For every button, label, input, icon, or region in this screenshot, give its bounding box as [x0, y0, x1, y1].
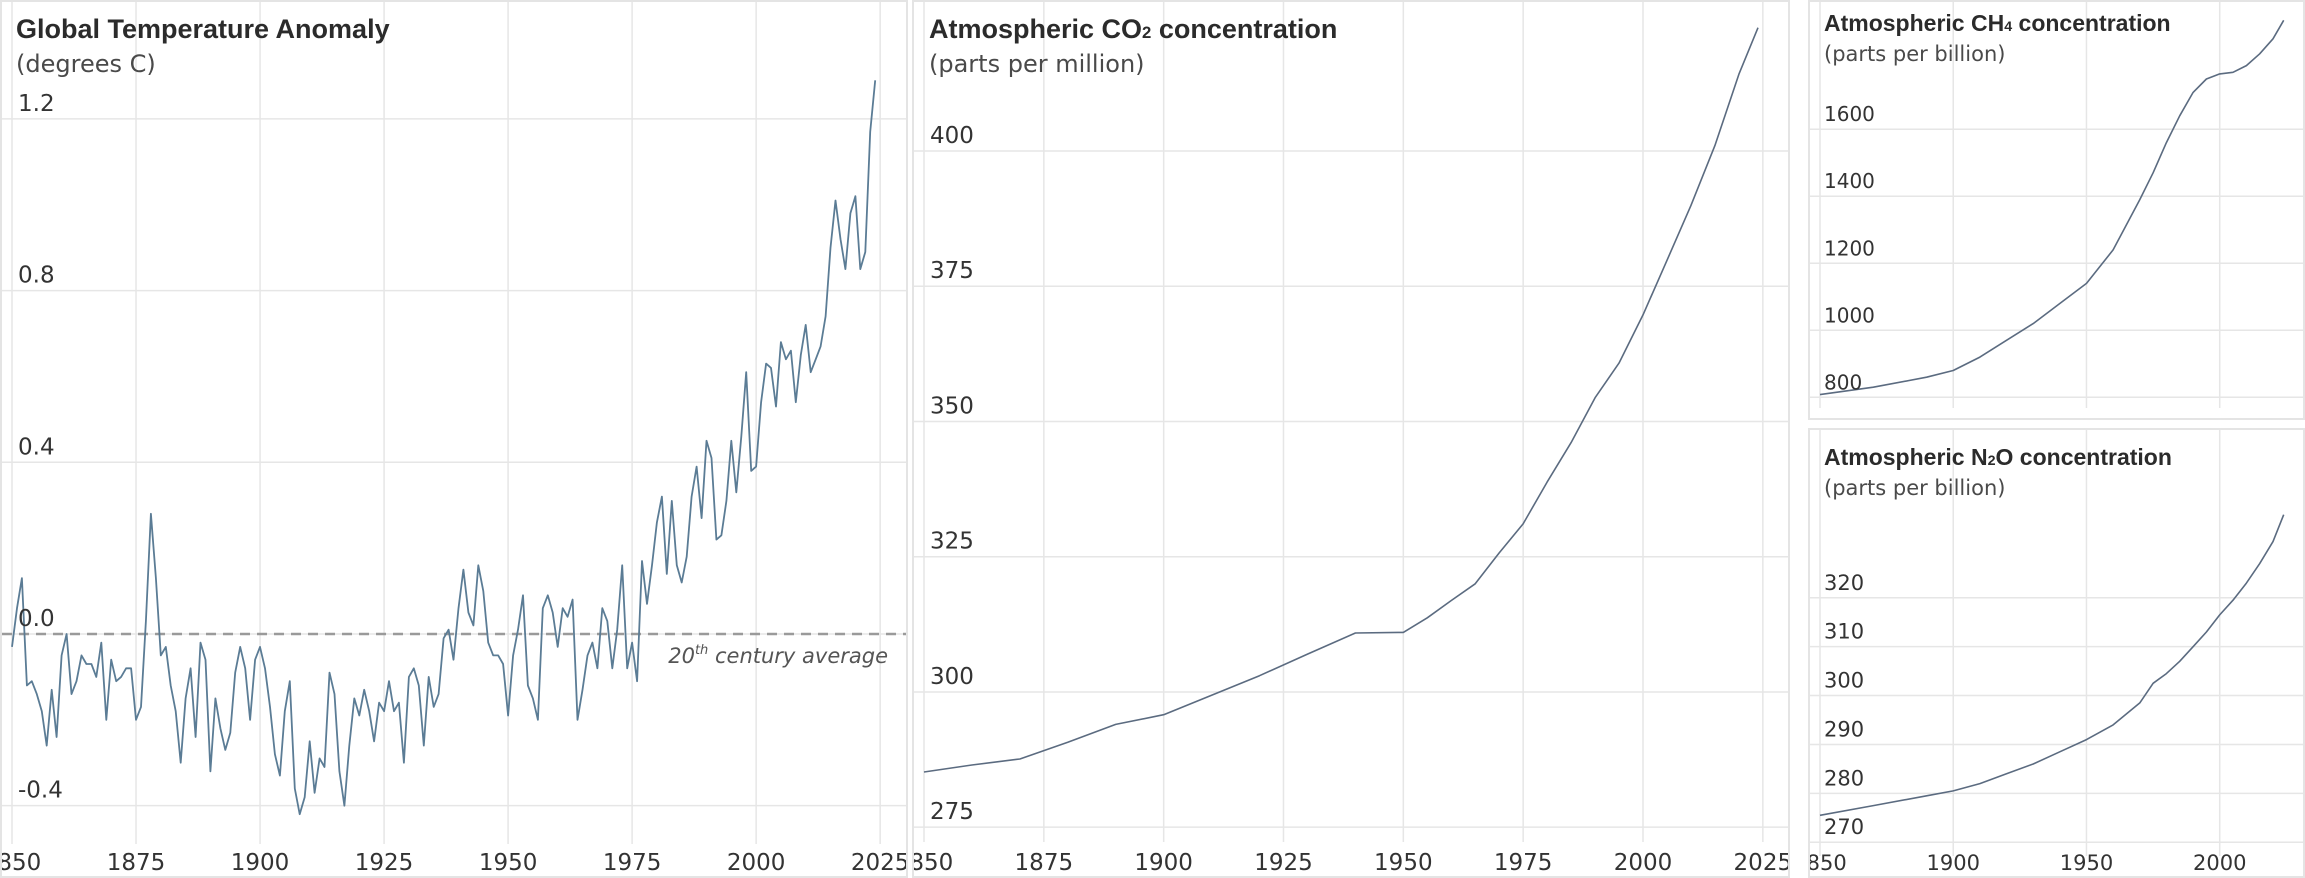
co2-y-tick-label: 275 — [930, 799, 974, 825]
ch4-chart: 800 1000 1200 1400 1600 — [1810, 2, 2303, 408]
ch4-y-tick-label: 1400 — [1824, 169, 1875, 193]
co2-y-tick-label: 325 — [930, 529, 974, 555]
temperature-y-tick-label: 0.8 — [18, 263, 55, 289]
temperature-x-tick-label: 1950 — [479, 850, 538, 876]
n2o-y-tick-label: 300 — [1824, 669, 1864, 693]
ch4-y-tick-label: 1600 — [1824, 102, 1875, 126]
temperature-x-tick-label: 1975 — [603, 850, 662, 876]
ch4-series-line — [1819, 19, 2285, 396]
ch4-gridlines — [1810, 2, 2303, 408]
co2-y-tick-label: 350 — [930, 393, 974, 419]
ch4-panel: 800 1000 1200 1400 1600 Atmospheric CH4 conc… — [1808, 0, 2305, 420]
co2-title-rest: concentration — [1151, 14, 1338, 44]
co2-x-tick-label: 2025 — [1734, 850, 1790, 876]
co2-y-tick-label: 400 — [930, 123, 974, 149]
co2-title-subscript: 2 — [1142, 23, 1152, 42]
temperature-x-tick-label: 2000 — [727, 850, 786, 876]
n2o-y-tick-label: 320 — [1824, 571, 1864, 595]
temperature-series-line — [11, 80, 877, 816]
temperature-x-tick-label: 1925 — [355, 850, 414, 876]
n2o-x-tick-label: 1950 — [2060, 851, 2113, 875]
n2o-title-subscript: 2 — [1987, 453, 1996, 469]
temperature-subtitle: (degrees C) — [16, 50, 156, 78]
co2-x-tick-label: 1950 — [1374, 850, 1433, 876]
co2-x-tick-label: 1850 — [914, 850, 953, 876]
co2-x-tick-label: 2000 — [1614, 850, 1673, 876]
temperature-x-tick-label: 2025 — [851, 850, 908, 876]
n2o-panel: 270 280 290 300 310 320 1850 1900 1950 2000 Atmos… — [1808, 428, 2305, 878]
n2o-x-tick-label: 1900 — [1927, 851, 1980, 875]
co2-title: Atmospheric CO2 concentration — [929, 14, 1337, 45]
co2-x-tick-label: 1875 — [1015, 850, 1074, 876]
n2o-gridlines — [1810, 430, 2303, 856]
co2-x-tick-label: 1925 — [1254, 850, 1313, 876]
co2-x-tick-label: 1975 — [1494, 850, 1553, 876]
co2-subtitle: (parts per million) — [929, 50, 1145, 78]
temperature-x-tick-label: 1850 — [2, 850, 41, 876]
co2-y-tick-label: 375 — [930, 258, 974, 284]
temperature-gridlines — [2, 2, 906, 844]
n2o-y-tick-label: 310 — [1824, 620, 1864, 644]
n2o-y-tick-label: 280 — [1824, 766, 1864, 790]
temperature-x-tick-label: 1900 — [231, 850, 290, 876]
temperature-chart: 20th century average -0.4 0.0 0.4 0.8 1.2 1850… — [2, 2, 908, 876]
n2o-title-rest: O concentration — [1995, 444, 2172, 470]
ch4-title-main: Atmospheric CH — [1824, 10, 2005, 36]
temperature-y-tick-label: 0.0 — [18, 606, 55, 632]
n2o-x-tick-label: 1850 — [1810, 851, 1847, 875]
co2-series-line — [923, 27, 1759, 773]
n2o-x-tick-label: 2000 — [2193, 851, 2246, 875]
temperature-y-tick-label: 0.4 — [18, 434, 55, 460]
n2o-title-main: Atmospheric N — [1824, 444, 1988, 470]
temperature-reference-label: 20th century average — [668, 643, 888, 668]
temperature-title: Global Temperature Anomaly — [16, 14, 390, 44]
ch4-y-tick-label: 1200 — [1824, 236, 1875, 260]
n2o-series-line — [1819, 514, 2285, 817]
co2-title-main: Atmospheric CO — [929, 14, 1143, 44]
n2o-title: Atmospheric N2O concentration — [1824, 444, 2172, 471]
n2o-subtitle: (parts per billion) — [1824, 476, 2006, 500]
co2-y-tick-label: 300 — [930, 664, 974, 690]
co2-chart: 275 300 325 350 375 400 1850 1875 1900 1925 1950 19… — [914, 2, 1790, 876]
co2-x-tick-label: 1900 — [1134, 850, 1193, 876]
temperature-y-tick-label: -0.4 — [18, 778, 63, 804]
n2o-y-tick-label: 270 — [1824, 815, 1864, 839]
ch4-subtitle: (parts per billion) — [1824, 42, 2006, 66]
ch4-title-subscript: 4 — [2004, 19, 2013, 35]
temperature-x-tick-label: 1875 — [107, 850, 166, 876]
n2o-chart: 270 280 290 300 310 320 1850 1900 1950 2000 — [1810, 430, 2303, 875]
co2-panel: 275 300 325 350 375 400 1850 1875 1900 1925 1950 19… — [912, 0, 1790, 878]
temperature-y-tick-label: 1.2 — [18, 91, 55, 117]
temperature-panel: 20th century average -0.4 0.0 0.4 0.8 1.2 1850… — [0, 0, 908, 878]
co2-gridlines — [914, 2, 1788, 842]
ch4-x-axis-gap — [1808, 420, 2305, 428]
ch4-y-tick-label: 800 — [1824, 370, 1862, 394]
n2o-y-tick-label: 290 — [1824, 717, 1864, 741]
ch4-title: Atmospheric CH4 concentration — [1824, 10, 2171, 37]
ch4-y-tick-label: 1000 — [1824, 303, 1875, 327]
ch4-title-rest: concentration — [2012, 10, 2171, 36]
